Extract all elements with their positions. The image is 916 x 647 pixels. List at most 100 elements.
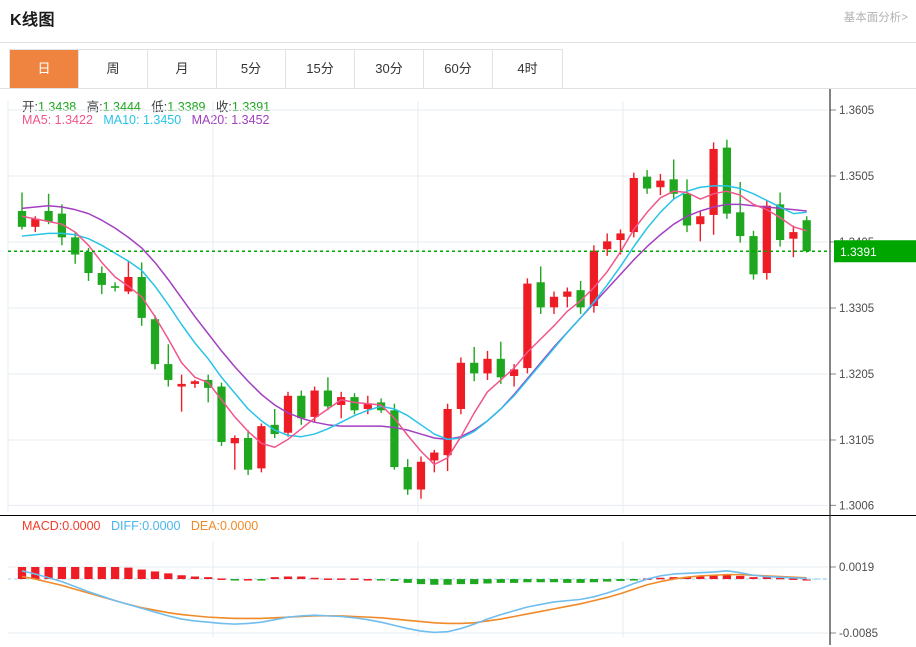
macd-label: MACD: (22, 519, 63, 533)
candle-body[interactable] (682, 193, 692, 226)
candle-body[interactable] (642, 176, 652, 189)
page-header: K线图 基本面分析> (0, 0, 916, 43)
candle-body[interactable] (549, 296, 559, 308)
macd-histogram-bar (283, 576, 293, 580)
candle-body[interactable] (509, 369, 519, 376)
candle-body[interactable] (150, 319, 160, 365)
candle-body[interactable] (97, 273, 106, 285)
candle-body[interactable] (44, 210, 53, 222)
period-tab-bar[interactable]: 日周月 5分 15分 30分 60分 4时 (9, 49, 563, 89)
candle-body[interactable] (230, 438, 239, 444)
candle-body[interactable] (190, 381, 200, 384)
candle-body[interactable] (589, 250, 599, 307)
price-chart-svg[interactable]: 1.36051.35051.34051.33051.32051.31051.30… (0, 89, 916, 519)
tab-5[interactable]: 30分 (355, 50, 424, 88)
macd-histogram-bar (190, 576, 200, 580)
candle-body[interactable] (124, 276, 133, 292)
candle-body[interactable] (363, 403, 372, 409)
candle-body[interactable] (217, 386, 226, 442)
candle-body[interactable] (403, 467, 412, 490)
price-axis-label: 1.3006 (839, 500, 874, 512)
candle-body[interactable] (802, 220, 811, 252)
candle-body[interactable] (749, 236, 758, 275)
candle-body[interactable] (430, 452, 439, 461)
candle-body[interactable] (616, 233, 625, 241)
candle-body[interactable] (576, 290, 585, 308)
candle-body[interactable] (722, 147, 732, 214)
price-axis-label: 1.3605 (839, 105, 874, 117)
candle-body[interactable] (563, 291, 572, 297)
candle-body[interactable] (84, 251, 93, 274)
candle-body[interactable] (310, 390, 319, 417)
candle-body[interactable] (696, 216, 705, 225)
tab-3[interactable]: 5分 (217, 50, 286, 88)
candle-body[interactable] (603, 241, 612, 250)
candle-body[interactable] (57, 213, 67, 238)
candle-body[interactable] (323, 390, 333, 407)
ma-line (21, 190, 807, 466)
tab-6[interactable]: 60分 (424, 50, 493, 88)
candle-body[interactable] (164, 364, 173, 380)
candle-body[interactable] (456, 362, 466, 409)
candle-body[interactable] (283, 395, 293, 433)
candle-body[interactable] (257, 426, 266, 469)
macd-chart-svg[interactable]: 0.0019 -0.0085 (0, 515, 916, 647)
macd-histogram-bar (84, 567, 93, 580)
macd-histogram-bar (456, 579, 466, 585)
candle-body[interactable] (789, 232, 798, 239)
candle-body[interactable] (416, 461, 426, 490)
candle-body[interactable] (71, 237, 80, 255)
macd-histogram-bar (470, 579, 479, 585)
macd-histogram-bar (110, 567, 120, 580)
candle-body[interactable] (443, 408, 452, 456)
ma5-value: 1.3422 (54, 113, 93, 127)
candle-body[interactable] (177, 383, 186, 387)
tab-2[interactable]: 月 (148, 50, 217, 88)
macd-axis-label: -0.0085 (839, 628, 878, 640)
candle-body[interactable] (709, 148, 718, 215)
tab-1[interactable]: 周 (79, 50, 148, 88)
macd-histogram-bar (523, 579, 532, 583)
candle-body[interactable] (110, 286, 120, 288)
macd-histogram-bar (443, 579, 452, 585)
diff-label: DIFF: (110, 519, 143, 533)
candle-body[interactable] (337, 397, 346, 406)
candle-body[interactable] (762, 205, 771, 274)
ma-line (21, 203, 807, 441)
dea-value: 0.0000 (220, 519, 259, 533)
macd-series-line (21, 570, 807, 634)
candle-body[interactable] (204, 379, 213, 388)
candle-body[interactable] (390, 410, 399, 468)
candle-body[interactable] (536, 282, 545, 308)
candle-body[interactable] (350, 397, 359, 411)
candle-body[interactable] (496, 358, 505, 378)
macd-histogram-bar (616, 579, 625, 581)
chart-container[interactable]: 开:1.3438 高:1.3444 低:1.3389 收:1.3391 MA5:… (0, 89, 916, 647)
macd-histogram-bar (669, 577, 678, 580)
candle-body[interactable] (775, 204, 785, 241)
candle-body[interactable] (17, 210, 27, 227)
tab-0[interactable]: 日 (10, 50, 79, 88)
diff-value: 0.0000 (142, 519, 181, 533)
macd-histogram-bar (709, 575, 718, 580)
macd-histogram-bar (589, 579, 599, 583)
tab-7[interactable]: 4时 (493, 50, 562, 88)
candle-body[interactable] (483, 358, 492, 374)
ma-line (21, 185, 807, 441)
fundamental-analysis-link[interactable]: 基本面分析> (843, 12, 908, 24)
tab-4[interactable]: 15分 (286, 50, 355, 88)
candle-body[interactable] (297, 395, 306, 419)
candle-body[interactable] (523, 283, 532, 369)
candle-body[interactable] (629, 177, 638, 233)
candle-body[interactable] (470, 362, 479, 374)
candle-body[interactable] (669, 179, 678, 194)
candle-body[interactable] (736, 212, 745, 237)
macd-series-line (21, 573, 807, 625)
macd-histogram-bar (270, 577, 279, 580)
candle-body[interactable] (31, 218, 40, 227)
candle-body[interactable] (243, 438, 253, 470)
macd-histogram-bar (722, 573, 732, 580)
macd-histogram-bar (656, 577, 665, 580)
candle-body[interactable] (656, 180, 665, 188)
macd-histogram-bar (629, 579, 638, 581)
